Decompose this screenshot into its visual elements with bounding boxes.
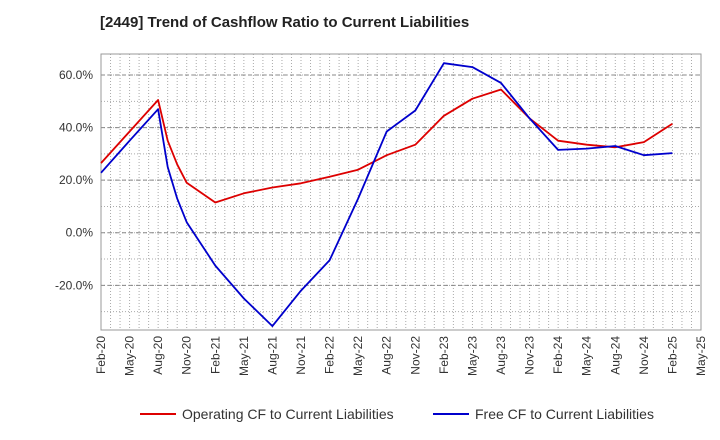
x-tick-label: Nov-22 — [408, 336, 422, 375]
series-lines — [100, 62, 673, 328]
x-tick-label: Aug-21 — [265, 336, 279, 375]
x-tick-label: Feb-20 — [94, 336, 108, 374]
legend-label-2: Free CF to Current Liabilities — [475, 406, 654, 422]
x-tick-label: May-21 — [237, 336, 251, 376]
x-tick-label: Feb-23 — [437, 336, 451, 374]
series-line-2 — [100, 62, 673, 328]
x-tick-label: May-24 — [580, 336, 594, 376]
chart-title: [2449] Trend of Cashflow Ratio to Curren… — [100, 14, 470, 31]
y-tick-label: 60.0% — [59, 68, 93, 82]
x-tick-label: May-22 — [351, 336, 365, 376]
x-tick-label: May-23 — [465, 336, 479, 376]
x-tick-label: Aug-20 — [151, 336, 165, 375]
series-line-1 — [100, 88, 673, 204]
y-tick-label: 20.0% — [59, 173, 93, 187]
x-tick-label: May-20 — [123, 336, 137, 376]
x-tick-label: Feb-24 — [551, 336, 565, 374]
y-axis: 60.0% 40.0% 20.0% 0.0% -20.0% — [55, 68, 93, 292]
plot-area-frame — [100, 53, 702, 331]
x-tick-label: Nov-23 — [523, 336, 537, 375]
x-tick-label: Aug-22 — [380, 336, 394, 375]
x-tick-label: Aug-23 — [494, 336, 508, 375]
y-tick-label: 0.0% — [66, 226, 94, 240]
x-tick-label: Nov-20 — [180, 336, 194, 375]
x-tick-label: Nov-24 — [637, 336, 651, 375]
x-axis: Feb-20 May-20 Aug-20 Nov-20 Feb-21 May-21 Aug-… — [94, 336, 708, 376]
x-tick-label: Nov-21 — [294, 336, 308, 375]
x-tick-label: Feb-22 — [323, 336, 337, 374]
x-tick-label: Aug-24 — [608, 336, 622, 375]
x-tick-label: Feb-25 — [665, 336, 679, 374]
x-tick-label: May-25 — [694, 336, 708, 376]
legend-label-1: Operating CF to Current Liabilities — [182, 406, 394, 422]
x-tick-label: Feb-21 — [208, 336, 222, 374]
grid-lines — [101, 54, 701, 330]
legend: Operating CF to Current Liabilities Free … — [140, 406, 654, 422]
y-tick-label: 40.0% — [59, 121, 93, 135]
y-tick-label: -20.0% — [55, 278, 93, 292]
